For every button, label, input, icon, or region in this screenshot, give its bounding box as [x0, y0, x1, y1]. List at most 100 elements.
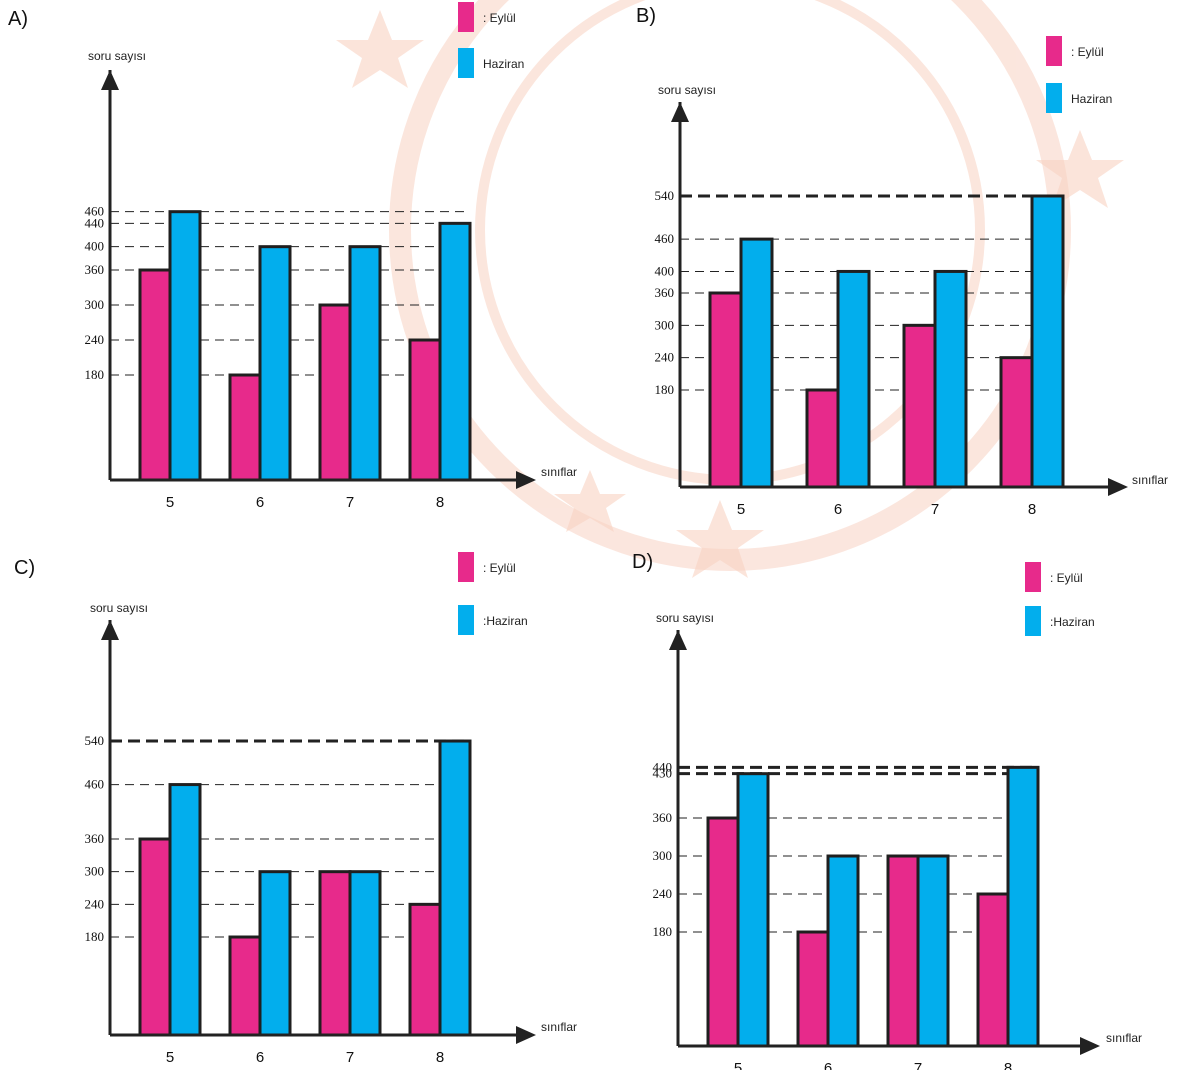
- legend-swatch-eylul: [458, 2, 474, 32]
- bar-haziran: [736, 772, 770, 1048]
- bar-eylul: [886, 854, 920, 1048]
- category-label: 7: [346, 1049, 354, 1066]
- x-axis-arrow-icon: [1108, 478, 1128, 496]
- y-tick-label: 240: [85, 332, 105, 347]
- y-tick-label: 430: [653, 766, 673, 781]
- y-tick-label: 540: [85, 733, 105, 748]
- legend-swatch-haziran: [1046, 83, 1062, 113]
- bar-eylul: [408, 902, 442, 1037]
- bar-eylul: [318, 303, 352, 482]
- legend-swatch-eylul: [458, 552, 474, 582]
- y-tick-label: 460: [85, 204, 105, 219]
- y-tick-label: 300: [653, 848, 673, 863]
- bar-haziran: [258, 870, 292, 1037]
- bar-eylul: [999, 356, 1034, 489]
- bar-eylul: [318, 870, 352, 1037]
- bar-haziran: [1006, 765, 1040, 1048]
- bar-haziran: [438, 739, 472, 1037]
- x-axis-arrow-icon: [516, 471, 536, 489]
- x-axis-arrow-icon: [1080, 1037, 1100, 1055]
- y-tick-label: 240: [85, 896, 105, 911]
- legend-swatch-haziran: [458, 48, 474, 78]
- x-axis-label: sınıflar: [541, 465, 577, 479]
- legend-label-eylul: : Eylül: [483, 561, 516, 575]
- y-tick-label: 180: [85, 367, 105, 382]
- legend-label-haziran: Haziran: [483, 57, 524, 71]
- y-tick-label: 180: [85, 929, 105, 944]
- bar-haziran: [168, 783, 202, 1037]
- legend-label-eylul: : Eylül: [1050, 571, 1083, 585]
- y-axis-arrow-icon: [101, 70, 119, 90]
- chart-b: B) 5 6 7 8 180 240 300 360 400 460 540 soru sayısı sı…: [636, 5, 1168, 518]
- bar-haziran: [916, 854, 950, 1048]
- y-tick-label: 360: [85, 262, 105, 277]
- category-label: 8: [436, 1049, 444, 1066]
- legend-swatch-haziran: [1025, 606, 1041, 636]
- category-label: 5: [734, 1060, 742, 1070]
- y-tick-label: 240: [653, 886, 673, 901]
- legend-label-haziran: Haziran: [1071, 92, 1112, 106]
- bar-eylul: [796, 930, 830, 1048]
- bar-eylul: [228, 373, 262, 482]
- bar-eylul: [408, 338, 442, 482]
- y-axis-label: soru sayısı: [90, 601, 148, 615]
- y-tick-label: 360: [653, 810, 673, 825]
- y-axis-arrow-icon: [669, 630, 687, 650]
- category-label: 8: [1028, 501, 1036, 518]
- chart-c: C) 5 6 7 8 180 240 300 360 460 540 soru sayısı sınıf…: [14, 552, 577, 1066]
- bar-haziran: [739, 237, 774, 489]
- y-tick-label: 400: [85, 239, 105, 254]
- y-tick-label: 300: [85, 864, 105, 879]
- option-label: A): [8, 8, 28, 30]
- legend-swatch-eylul: [1025, 562, 1041, 592]
- y-axis-arrow-icon: [101, 620, 119, 640]
- category-label: 7: [914, 1060, 922, 1070]
- bar-haziran: [348, 870, 382, 1037]
- y-axis-label: soru sayısı: [88, 49, 146, 63]
- y-tick-label: 460: [655, 231, 675, 246]
- legend-label-haziran: :Haziran: [1050, 615, 1095, 629]
- y-tick-label: 440: [85, 215, 105, 230]
- y-tick-label: 240: [655, 350, 675, 365]
- bar-haziran: [438, 221, 472, 482]
- legend-label-eylul: : Eylül: [1071, 45, 1104, 59]
- bar-eylul: [902, 323, 937, 489]
- y-tick-label: 180: [655, 382, 675, 397]
- option-label: C): [14, 557, 35, 579]
- bar-haziran: [826, 854, 860, 1048]
- category-label: 7: [931, 501, 939, 518]
- y-tick-label: 360: [655, 285, 675, 300]
- option-label: D): [632, 551, 653, 573]
- y-tick-label: 460: [85, 777, 105, 792]
- category-label: 5: [166, 494, 174, 511]
- bar-haziran: [168, 210, 202, 482]
- y-axis-label: soru sayısı: [658, 83, 716, 97]
- legend-swatch-eylul: [1046, 36, 1062, 66]
- category-label: 6: [834, 501, 842, 518]
- y-tick-label: 540: [655, 188, 675, 203]
- category-label: 6: [824, 1060, 832, 1070]
- y-tick-label: 300: [85, 297, 105, 312]
- y-axis-arrow-icon: [671, 102, 689, 122]
- legend-swatch-haziran: [458, 605, 474, 635]
- bar-eylul: [228, 935, 262, 1037]
- category-label: 6: [256, 1049, 264, 1066]
- x-axis-label: sınıflar: [1106, 1031, 1142, 1045]
- category-label: 5: [166, 1049, 174, 1066]
- category-label: 8: [1004, 1060, 1012, 1070]
- category-label: 5: [737, 501, 745, 518]
- bar-eylul: [976, 892, 1010, 1048]
- x-axis-label: sınıflar: [541, 1020, 577, 1034]
- category-label: 7: [346, 494, 354, 511]
- y-tick-label: 400: [655, 263, 675, 278]
- bar-eylul: [708, 291, 743, 489]
- bar-haziran: [933, 269, 968, 489]
- bar-eylul: [138, 268, 172, 482]
- y-tick-label: 180: [653, 924, 673, 939]
- legend-label-eylul: : Eylül: [483, 11, 516, 25]
- bar-haziran: [348, 245, 382, 482]
- bar-haziran: [1030, 194, 1065, 489]
- bar-eylul: [706, 816, 740, 1048]
